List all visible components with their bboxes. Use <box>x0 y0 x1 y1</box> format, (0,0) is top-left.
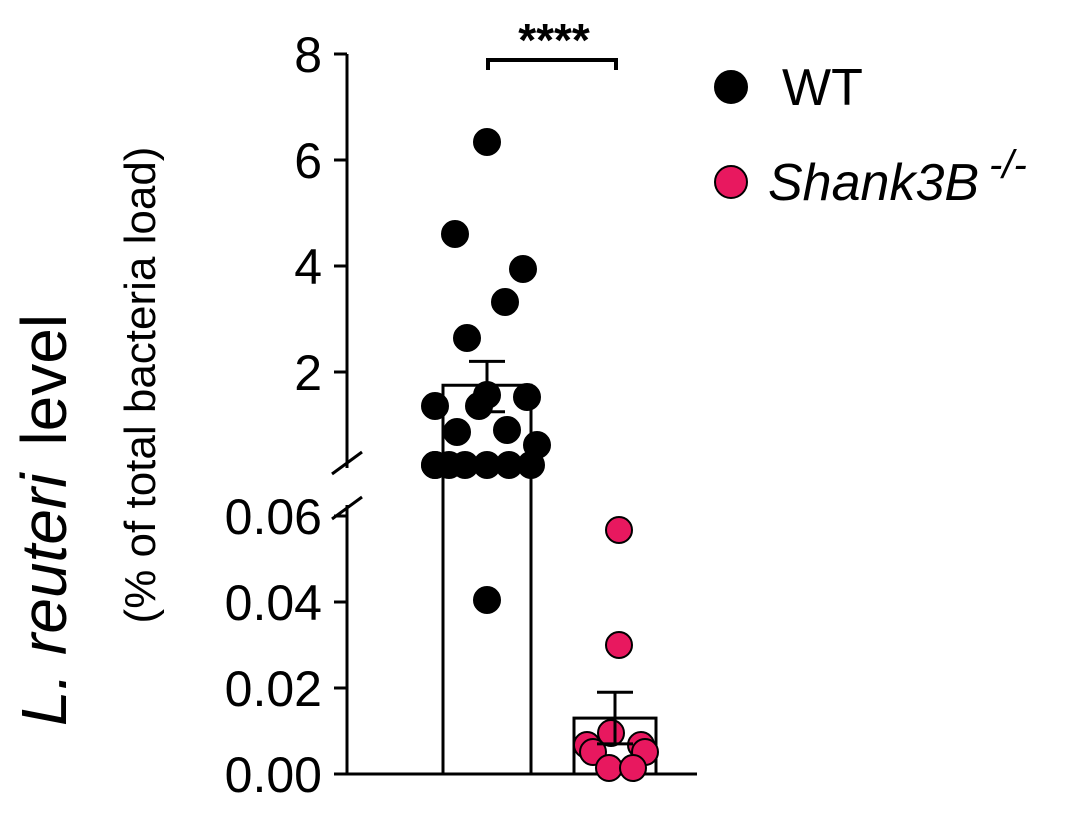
legend-label-shank3b: Shank3B -/- <box>768 143 1027 212</box>
point-s0-1 <box>441 220 469 248</box>
legend-label-shank3b-superscript: -/- <box>989 143 1027 187</box>
significance-bracket: **** <box>486 14 618 70</box>
legend-label-wt: WT <box>782 59 863 117</box>
point-s0-2 <box>509 255 537 283</box>
point-s1-7 <box>595 754 623 782</box>
axis-break-mark-1 <box>331 450 363 476</box>
legend: WT Shank3B -/- <box>714 59 1027 212</box>
point-s0-7 <box>421 392 449 420</box>
tick-label-0.00: 0.00 <box>225 747 322 803</box>
point-s1-0 <box>605 516 633 544</box>
point-s1-2 <box>597 719 625 747</box>
y-axis-title-italic: L. reuteri <box>8 472 80 726</box>
point-s1-8 <box>619 754 647 782</box>
point-s1-1 <box>605 631 633 659</box>
upper-ticks <box>334 52 347 374</box>
bar-0 <box>441 383 533 776</box>
tick-label-0.06: 0.06 <box>225 489 322 545</box>
tick-label-0.04: 0.04 <box>225 575 322 631</box>
tick-label-2: 2 <box>294 345 322 401</box>
legend-label-shank3b-name: Shank3B <box>768 154 979 212</box>
svg-text:L. reuterilevel: L. reuteri level <box>8 314 80 726</box>
legend-marker-wt <box>714 70 748 104</box>
point-s0-0 <box>473 128 501 156</box>
tick-label-8: 8 <box>294 27 322 83</box>
legend-marker-shank3b <box>714 165 748 199</box>
point-s0-18 <box>517 451 545 479</box>
y-axis-title-plain: level <box>8 314 80 446</box>
lower-ticks <box>334 514 347 776</box>
tick-label-6: 6 <box>294 133 322 189</box>
point-s0-19 <box>473 586 501 614</box>
tick-label-4: 4 <box>294 239 322 295</box>
point-s0-6 <box>513 383 541 411</box>
point-s0-3 <box>491 288 519 316</box>
y-axis-title-line2: (% of total bacteria load) <box>116 147 165 624</box>
point-s0-4 <box>453 324 481 352</box>
significance-stars: **** <box>518 14 590 66</box>
tick-label-0.02: 0.02 <box>225 661 322 717</box>
point-s0-9 <box>493 416 521 444</box>
lower-tick-labels: 0.06 0.04 0.02 0.00 <box>225 489 322 803</box>
point-s0-10 <box>443 418 471 446</box>
y-axis-title: L. reuteri level (% of total bacteria loa… <box>8 147 165 727</box>
upper-tick-labels: 8 6 4 2 <box>294 27 322 401</box>
